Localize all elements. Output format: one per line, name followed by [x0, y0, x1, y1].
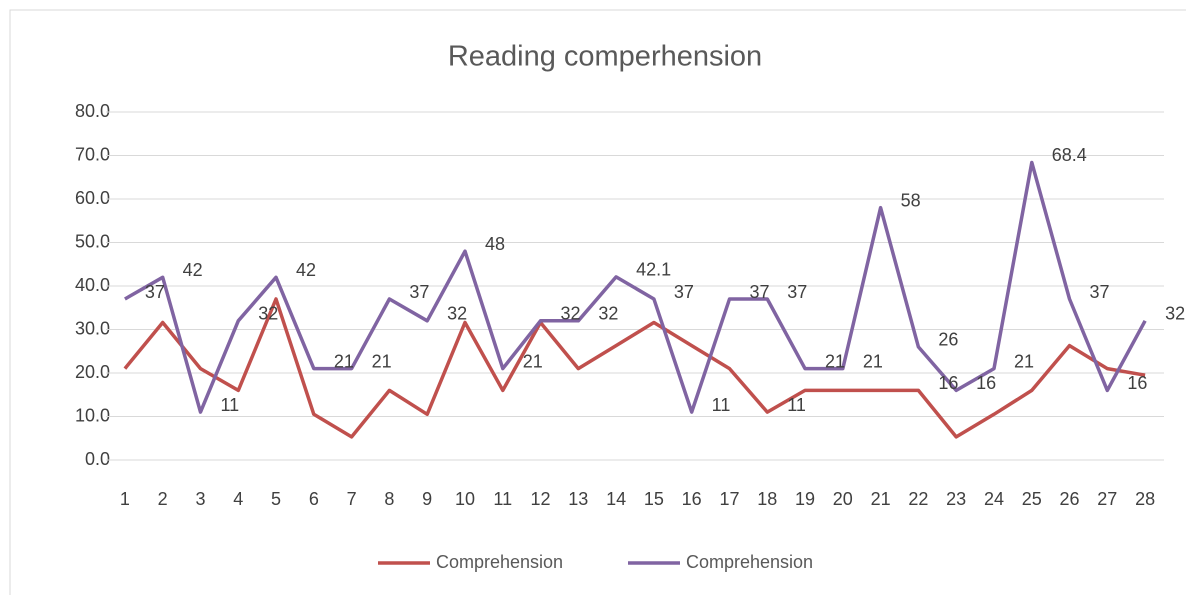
x-tick-label: 5 — [271, 489, 281, 509]
data-label: 21 — [372, 351, 392, 371]
data-label: 21 — [334, 351, 354, 371]
x-tick-label: 2 — [158, 489, 168, 509]
x-tick-label: 4 — [233, 489, 243, 509]
x-tick-label: 13 — [568, 489, 588, 509]
data-label: 21 — [523, 351, 543, 371]
x-tick-label: 6 — [309, 489, 319, 509]
x-tick-label: 7 — [347, 489, 357, 509]
data-label: 21 — [863, 351, 883, 371]
data-label: 48 — [485, 234, 505, 254]
y-tick-label: 80.0 — [75, 101, 110, 121]
x-tick-label: 8 — [384, 489, 394, 509]
x-tick-label: 18 — [757, 489, 777, 509]
x-tick-label: 19 — [795, 489, 815, 509]
y-tick-label: 50.0 — [75, 231, 110, 251]
x-tick-label: 28 — [1135, 489, 1155, 509]
x-tick-label: 9 — [422, 489, 432, 509]
data-label: 37 — [787, 282, 807, 302]
data-label: 32 — [1165, 304, 1185, 324]
legend-label: Comprehension — [686, 552, 813, 572]
data-label: 58 — [901, 190, 921, 210]
x-tick-label: 22 — [908, 489, 928, 509]
data-label: 42 — [296, 260, 316, 280]
x-tick-label: 27 — [1097, 489, 1117, 509]
data-label: 16 — [938, 373, 958, 393]
chart-title: Reading comperhension — [448, 41, 762, 73]
data-label: 32 — [258, 304, 278, 324]
x-tick-label: 21 — [871, 489, 891, 509]
data-label: 32 — [447, 304, 467, 324]
data-label: 32 — [598, 304, 618, 324]
data-label: 21 — [1014, 351, 1034, 371]
x-tick-label: 24 — [984, 489, 1004, 509]
data-label: 11 — [712, 395, 731, 415]
data-label: 42.1 — [636, 260, 671, 280]
y-tick-label: 70.0 — [75, 144, 110, 164]
y-tick-label: 40.0 — [75, 275, 110, 295]
data-label: 11 — [220, 395, 239, 415]
data-label: 37 — [674, 282, 694, 302]
data-label: 37 — [749, 282, 769, 302]
data-label: 11 — [787, 395, 806, 415]
x-tick-label: 1 — [120, 489, 130, 509]
data-label: 68.4 — [1052, 145, 1087, 165]
y-tick-label: 30.0 — [75, 318, 110, 338]
x-tick-label: 20 — [833, 489, 853, 509]
data-label: 16 — [976, 373, 996, 393]
x-tick-label: 26 — [1060, 489, 1080, 509]
x-tick-label: 23 — [946, 489, 966, 509]
x-tick-label: 15 — [644, 489, 664, 509]
x-tick-label: 25 — [1022, 489, 1042, 509]
x-tick-label: 10 — [455, 489, 475, 509]
x-tick-label: 17 — [719, 489, 739, 509]
data-label: 37 — [409, 282, 429, 302]
x-tick-label: 16 — [682, 489, 702, 509]
y-tick-label: 0.0 — [85, 449, 110, 469]
legend-label: Comprehension — [436, 552, 563, 572]
data-label: 42 — [183, 260, 203, 280]
data-label: 32 — [561, 304, 581, 324]
y-tick-label: 60.0 — [75, 188, 110, 208]
data-label: 26 — [938, 330, 958, 350]
data-label: 21 — [825, 351, 845, 371]
x-tick-label: 12 — [531, 489, 551, 509]
data-label: 16 — [1127, 373, 1147, 393]
data-label: 37 — [145, 282, 165, 302]
x-tick-label: 11 — [493, 489, 512, 509]
chart-frame — [9, 9, 1186, 595]
series-line — [124, 160, 1147, 414]
x-tick-label: 14 — [606, 489, 626, 509]
data-label: 37 — [1090, 282, 1110, 302]
y-tick-label: 10.0 — [75, 405, 110, 425]
series-line — [123, 297, 1146, 439]
x-tick-label: 3 — [195, 489, 205, 509]
y-tick-label: 20.0 — [75, 362, 110, 382]
